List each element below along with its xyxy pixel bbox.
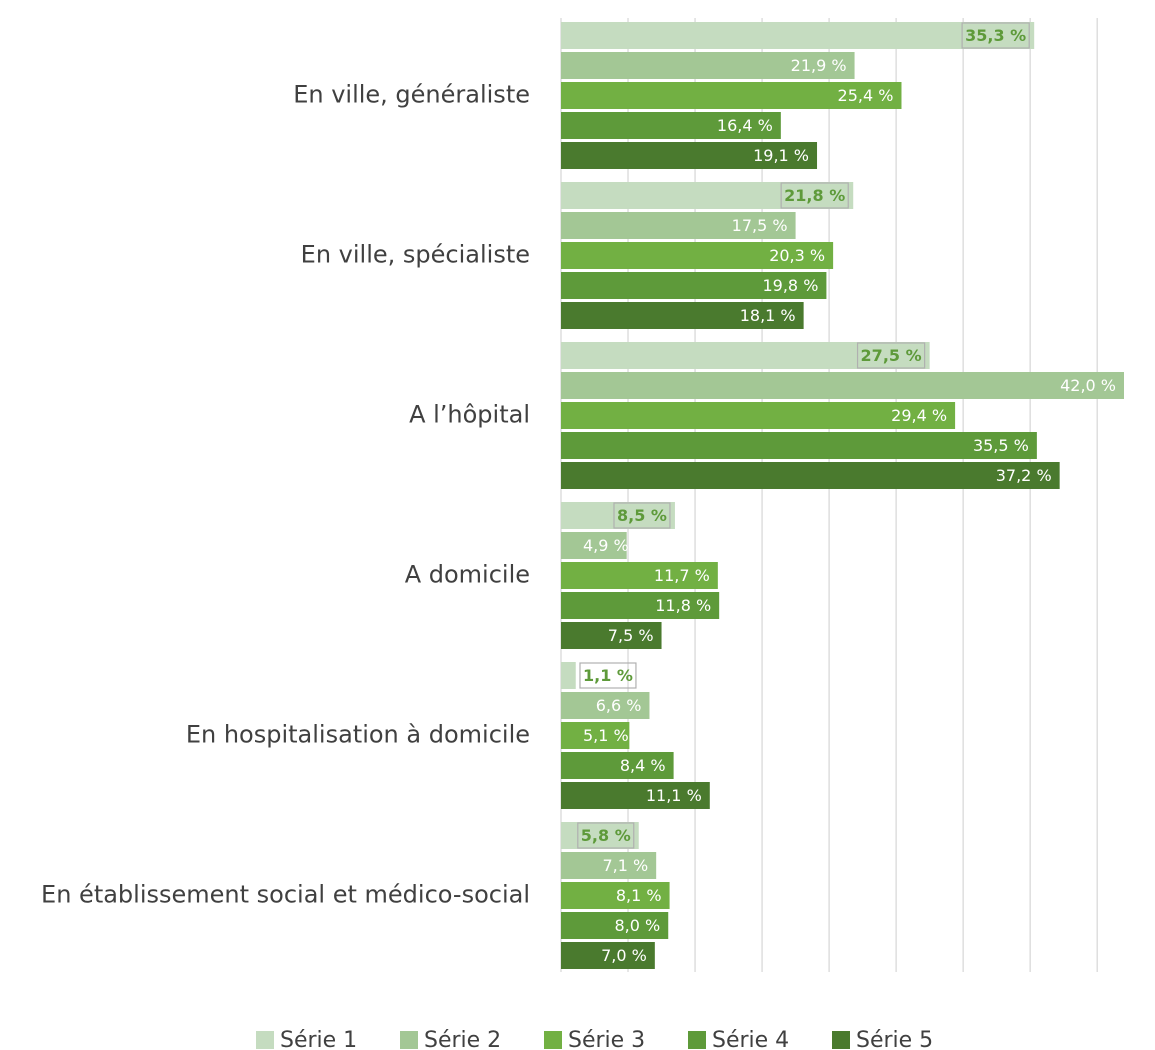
legend-swatch — [400, 1031, 418, 1049]
bar — [561, 722, 630, 749]
category-label: En hospitalisation à domicile — [186, 721, 530, 749]
bar — [561, 462, 1060, 489]
bar — [561, 822, 639, 849]
data-label: 7,0 % — [601, 946, 647, 965]
legend-label: Série 2 — [424, 1028, 501, 1050]
data-label: 11,1 % — [646, 786, 702, 805]
label-box — [579, 662, 637, 689]
bar — [561, 82, 902, 109]
bar — [561, 592, 720, 619]
data-label: 11,7 % — [654, 566, 710, 585]
data-label: 35,3 % — [965, 26, 1026, 45]
category-label: A domicile — [405, 561, 530, 589]
data-label: 1,1 % — [583, 666, 633, 685]
bar — [561, 432, 1037, 459]
bar — [561, 912, 669, 939]
label-box — [856, 342, 926, 369]
bar — [561, 212, 796, 239]
data-label: 7,1 % — [602, 856, 648, 875]
data-label: 8,5 % — [617, 506, 667, 525]
data-label: 8,4 % — [620, 756, 666, 775]
bar — [561, 142, 818, 169]
data-label: 8,1 % — [616, 886, 662, 905]
data-label: 17,5 % — [732, 216, 788, 235]
bar — [561, 112, 781, 139]
label-box — [613, 502, 671, 529]
bar — [561, 22, 1035, 49]
legend-swatch — [688, 1031, 706, 1049]
legend-label: Série 5 — [856, 1028, 933, 1050]
data-label: 19,1 % — [753, 146, 809, 165]
bar — [561, 402, 956, 429]
bar — [561, 532, 627, 559]
bar — [561, 502, 675, 529]
bar — [561, 182, 854, 209]
category-label: A l’hôpital — [409, 401, 530, 429]
data-label: 18,1 % — [740, 306, 796, 325]
legend-label: Série 1 — [280, 1028, 357, 1050]
data-label: 16,4 % — [717, 116, 773, 135]
data-label: 7,5 % — [608, 626, 654, 645]
bar — [561, 372, 1124, 399]
bar — [561, 302, 804, 329]
data-label: 11,8 % — [655, 596, 711, 615]
data-label: 35,5 % — [973, 436, 1029, 455]
data-label: 25,4 % — [838, 86, 894, 105]
data-label: 8,0 % — [615, 916, 661, 935]
data-label: 6,6 % — [596, 696, 642, 715]
bar — [561, 562, 718, 589]
bar — [561, 852, 657, 879]
data-label: 37,2 % — [996, 466, 1052, 485]
label-box — [780, 182, 849, 209]
data-label: 21,8 % — [784, 186, 845, 205]
bar — [561, 662, 576, 689]
bar — [561, 342, 930, 369]
label-box — [577, 822, 635, 849]
category-label: En ville, généraliste — [293, 81, 530, 109]
legend-swatch — [832, 1031, 850, 1049]
bar — [561, 752, 674, 779]
data-label: 29,4 % — [891, 406, 947, 425]
label-box — [961, 22, 1030, 49]
legend-swatch — [256, 1031, 274, 1049]
legend-label: Série 3 — [568, 1028, 645, 1050]
data-label: 4,9 % — [583, 536, 629, 555]
category-label: En établissement social et médico-social — [41, 881, 530, 909]
data-label: 5,1 % — [583, 726, 629, 745]
bar — [561, 692, 650, 719]
category-label: En ville, spécialiste — [301, 241, 530, 269]
data-label: 21,9 % — [791, 56, 847, 75]
data-label: 42,0 % — [1060, 376, 1116, 395]
bar — [561, 622, 662, 649]
bar — [561, 242, 834, 269]
data-label: 20,3 % — [769, 246, 825, 265]
bar — [561, 942, 655, 969]
legend-swatch — [544, 1031, 562, 1049]
data-label: 27,5 % — [861, 346, 922, 365]
bar — [561, 882, 670, 909]
legend-label: Série 4 — [712, 1028, 789, 1050]
bar — [561, 52, 855, 79]
data-label: 19,8 % — [762, 276, 818, 295]
bar — [561, 272, 827, 299]
data-label: 5,8 % — [581, 826, 631, 845]
bar — [561, 782, 710, 809]
